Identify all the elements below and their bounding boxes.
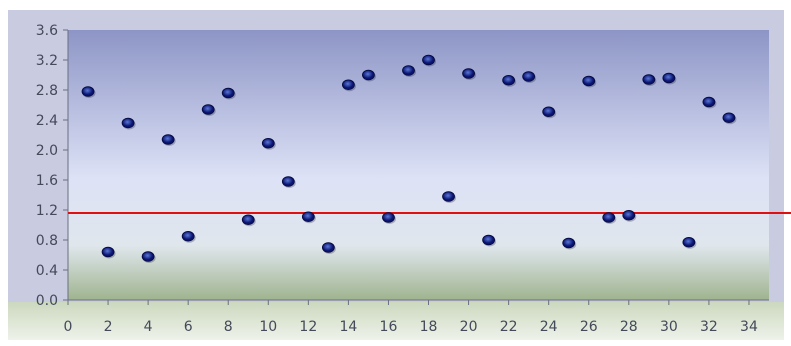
data-point	[522, 71, 537, 83]
y-tick-label: 2.8	[36, 83, 58, 99]
y-tick-label: 1.6	[36, 173, 58, 189]
data-point	[221, 87, 236, 100]
plot-area	[68, 30, 769, 300]
data-point	[402, 65, 416, 77]
data-point	[121, 117, 136, 130]
x-tick-label: 10	[259, 319, 277, 335]
data-point	[382, 212, 396, 224]
data-point	[462, 68, 477, 80]
data-point	[281, 176, 296, 188]
data-point	[101, 246, 116, 259]
data-point	[582, 75, 597, 88]
x-tick-label: 6	[184, 319, 193, 335]
x-tick-label: 32	[700, 319, 718, 335]
data-point	[321, 242, 336, 254]
data-point	[362, 69, 376, 82]
y-tick-label: 3.6	[36, 23, 58, 39]
y-tick-label: 0.4	[36, 263, 58, 279]
x-tick-label: 20	[460, 319, 478, 335]
data-point	[622, 210, 637, 222]
data-point	[201, 104, 216, 116]
y-tick-label: 0.8	[36, 233, 58, 249]
data-point	[422, 54, 437, 67]
data-point	[502, 75, 517, 87]
x-tick-label: 14	[339, 319, 357, 335]
data-point	[562, 237, 577, 250]
x-tick-label: 18	[420, 319, 438, 335]
data-point	[602, 212, 617, 224]
data-point	[662, 72, 677, 85]
y-tick-label: 1.2	[36, 203, 58, 219]
x-tick-label: 28	[620, 319, 638, 335]
x-tick-label: 24	[540, 319, 558, 335]
data-point	[141, 251, 156, 263]
data-point	[482, 234, 497, 247]
data-point	[241, 214, 256, 227]
x-tick-label: 22	[500, 319, 518, 335]
x-tick-label: 2	[104, 319, 113, 335]
y-axis: 0.0 0.4 0.8 1.2 1.6 2.0 2.4 2.8 3.2 3.6	[36, 23, 69, 309]
x-axis: 0 2 4 6 8 10 12 14 16 18 20 22 24 26 28 30 32 34	[64, 299, 769, 335]
axis-band	[8, 302, 784, 340]
data-point	[301, 211, 316, 224]
x-tick-label: 12	[299, 319, 317, 335]
x-tick-label: 0	[64, 319, 73, 335]
x-tick-label: 30	[660, 319, 678, 335]
data-point	[442, 191, 457, 203]
y-tick-label: 2.0	[36, 143, 58, 159]
data-point	[81, 86, 96, 98]
data-point	[542, 106, 557, 119]
data-point	[341, 79, 356, 92]
data-point	[161, 134, 176, 146]
data-point	[682, 237, 697, 249]
x-tick-label: 16	[380, 319, 398, 335]
data-point	[261, 138, 276, 150]
x-tick-label: 8	[224, 319, 233, 335]
data-point	[181, 231, 196, 243]
x-tick-label: 26	[580, 319, 598, 335]
y-tick-label: 2.4	[36, 113, 58, 129]
data-point	[722, 112, 737, 125]
y-tick-label: 3.2	[36, 53, 58, 69]
x-tick-label: 34	[740, 319, 758, 335]
x-tick-label: 4	[144, 319, 153, 335]
y-tick-label: 0.0	[36, 293, 58, 309]
data-point	[702, 96, 717, 109]
data-points	[81, 54, 737, 263]
data-point	[642, 74, 657, 86]
